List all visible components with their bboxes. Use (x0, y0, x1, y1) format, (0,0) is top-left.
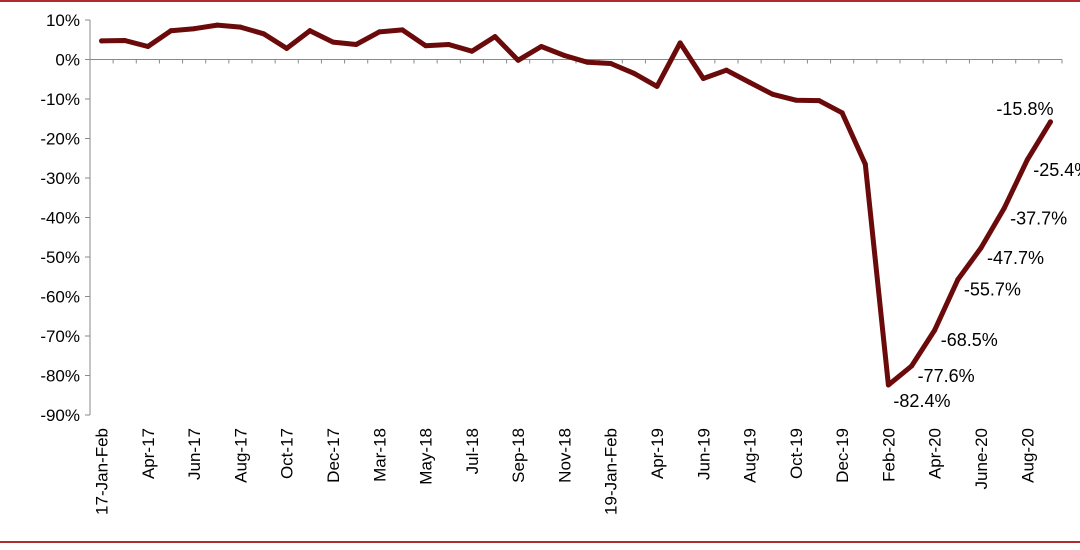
x-tick-label: Aug-19 (741, 428, 760, 483)
data-point (307, 28, 313, 34)
y-tick-label: 0% (55, 51, 80, 70)
data-label: -15.8% (996, 99, 1053, 119)
data-point (608, 60, 614, 66)
x-tick-label: May-18 (417, 428, 436, 485)
y-axis-tick-labels: 10% 0% -10% -20% -30% -40% -50% -60% -70% -80% -90… (40, 11, 80, 425)
data-point (515, 57, 521, 63)
data-point (469, 48, 475, 54)
data-point (978, 245, 984, 251)
data-point (677, 40, 683, 46)
data-label: -77.6% (918, 366, 975, 386)
data-point (1047, 119, 1053, 125)
y-tick-label: -90% (40, 406, 80, 425)
x-tick-label: Dec-17 (324, 428, 343, 483)
data-point (816, 98, 822, 104)
data-label: -55.7% (964, 280, 1021, 300)
y-tick-label: -20% (40, 130, 80, 149)
data-point (214, 22, 220, 28)
data-point (700, 75, 706, 81)
y-tick-label: -50% (40, 248, 80, 267)
data-point (770, 91, 776, 97)
x-tick-label: Mar-18 (370, 428, 389, 482)
data-point (1024, 157, 1030, 163)
data-point (423, 43, 429, 49)
x-tick-label: Jun-17 (185, 428, 204, 480)
data-point (538, 43, 544, 49)
series-group (99, 22, 1053, 388)
y-tick-label: -80% (40, 367, 80, 386)
x-tick-label: 17-Jan-Feb (93, 428, 112, 515)
data-point (885, 382, 891, 388)
y-tick-label: -40% (40, 209, 80, 228)
data-label: -82.4% (893, 391, 950, 411)
data-label: -25.4% (1033, 160, 1080, 180)
x-tick-label: Nov-18 (555, 428, 574, 483)
x-tick-label: Feb-20 (879, 428, 898, 482)
data-point (122, 38, 128, 44)
data-point (376, 29, 382, 35)
y-tick-label: -70% (40, 327, 80, 346)
data-point (237, 24, 243, 30)
x-tick-label: Jun-19 (694, 428, 713, 480)
data-label: -47.7% (987, 248, 1044, 268)
x-tick-label: Aug-20 (1018, 428, 1037, 483)
data-point (1001, 205, 1007, 211)
x-tick-label: Oct-19 (787, 428, 806, 479)
data-point (561, 53, 567, 59)
data-point (862, 161, 868, 167)
x-tick-label: Apr-17 (139, 428, 158, 479)
x-tick-label: Apr-20 (926, 428, 945, 479)
data-point (631, 70, 637, 76)
data-point (145, 43, 151, 49)
data-point (909, 363, 915, 369)
y-tick-label: -60% (40, 288, 80, 307)
frame-bottom-border (0, 541, 1080, 543)
series-line (99, 22, 1053, 388)
data-point (747, 79, 753, 85)
data-point (353, 41, 359, 47)
x-axis-tick-labels: 17-Jan-Feb Apr-17 Jun-17 Aug-17 Oct-17 Dec-17… (93, 428, 1038, 515)
data-label: -37.7% (1010, 208, 1067, 228)
y-tick-label: -30% (40, 169, 80, 188)
data-point (261, 31, 267, 37)
data-point (654, 83, 660, 89)
data-point (492, 34, 498, 40)
x-tick-label: Sep-18 (509, 428, 528, 483)
y-tick-label: 10% (46, 11, 80, 30)
data-points (99, 22, 1053, 388)
data-point (585, 59, 591, 65)
data-point (168, 28, 174, 34)
y-tick-label: -10% (40, 90, 80, 109)
data-point (191, 26, 197, 32)
data-point (955, 277, 961, 283)
frame-top-border (0, 0, 1080, 2)
x-tick-label: Aug-17 (231, 428, 250, 483)
data-point (723, 67, 729, 73)
data-point (99, 38, 105, 44)
x-tick-label: 19-Jan-Feb (602, 428, 621, 515)
data-point (399, 27, 405, 33)
data-labels: -82.4% -77.6% -68.5% -55.7% -47.7% -37.7% -25.… (893, 99, 1080, 411)
x-tick-label: Oct-17 (278, 428, 297, 479)
x-tick-label: Apr-19 (648, 428, 667, 479)
data-point (446, 41, 452, 47)
data-point (932, 327, 938, 333)
data-point (793, 97, 799, 103)
data-label: -68.5% (941, 330, 998, 350)
x-tick-label: June-20 (972, 428, 991, 489)
data-point (284, 45, 290, 51)
x-tick-label: Jul-18 (463, 428, 482, 474)
x-tick-label: Dec-19 (833, 428, 852, 483)
data-point (839, 110, 845, 116)
data-point (330, 39, 336, 45)
